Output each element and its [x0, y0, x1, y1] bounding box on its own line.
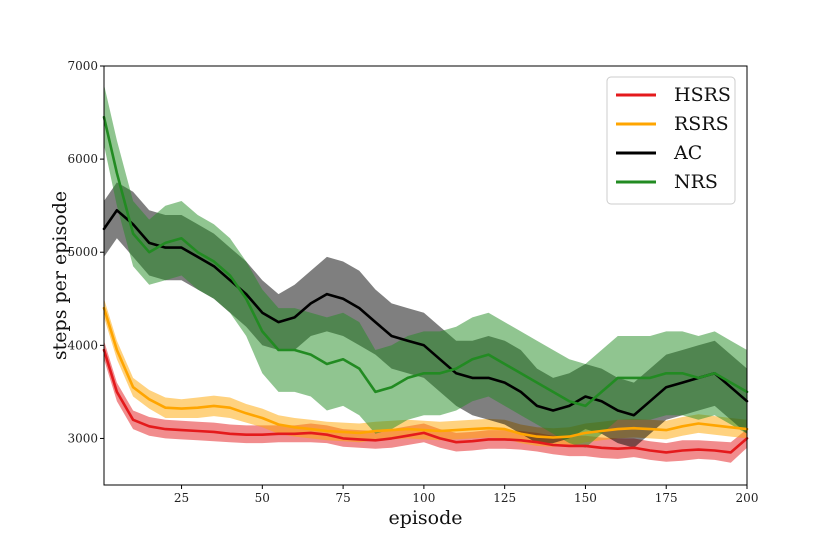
legend-label-ac: AC — [673, 142, 702, 164]
x-tick-label: 200 — [736, 491, 759, 505]
legend-label-rsrs: RSRS — [674, 113, 729, 135]
x-tick-label: 75 — [335, 491, 350, 505]
x-tick-label: 125 — [493, 491, 516, 505]
band-hsrs — [104, 340, 747, 463]
y-tick-label: 6000 — [67, 152, 98, 166]
y-tick-label: 5000 — [67, 245, 98, 259]
y-axis-ticks: 3000 4000 5000 6000 7000 — [67, 59, 104, 445]
legend-label-hsrs: HSRS — [674, 84, 731, 106]
series-lines — [102, 115, 749, 454]
legend-label-nrs: NRS — [674, 171, 718, 193]
band-nrs — [104, 84, 747, 448]
x-tick-label: 50 — [255, 491, 270, 505]
series-line-ac — [102, 209, 749, 417]
y-tick-label: 4000 — [67, 338, 98, 352]
legend-box — [606, 76, 736, 205]
y-tick-label: 7000 — [67, 59, 98, 73]
series-line-nrs — [102, 115, 749, 408]
x-axis-label: episode — [388, 507, 462, 529]
x-tick-label: 100 — [412, 491, 435, 505]
confidence-bands — [104, 84, 747, 463]
x-tick-label: 25 — [174, 491, 189, 505]
x-tick-label: 150 — [574, 491, 597, 505]
x-axis-ticks: 25 50 75 100 125 150 175 200 — [174, 485, 759, 505]
y-axis-label: steps per episode — [49, 191, 71, 360]
series-line-rsrs — [102, 306, 749, 439]
legend: HSRS RSRS AC NRS — [606, 76, 736, 205]
band-rsrs — [104, 298, 747, 447]
x-tick-label: 175 — [655, 491, 678, 505]
series-line-hsrs — [102, 348, 749, 454]
y-tick-label: 3000 — [67, 431, 98, 445]
plot-frame — [103, 65, 748, 486]
